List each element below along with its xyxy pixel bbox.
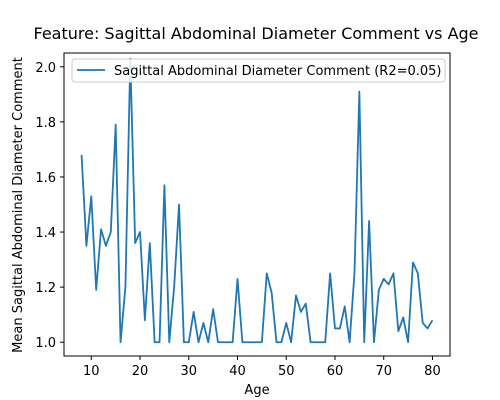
x-tick-label: 20 — [132, 364, 149, 379]
x-tick-label: 70 — [375, 364, 392, 379]
y-axis-label: Mean Sagittal Abdominal Diameter Comment — [11, 57, 26, 353]
x-tick-label: 50 — [278, 364, 295, 379]
y-axis: 1.0 1.2 1.4 1.6 1.8 2.0 — [35, 61, 64, 351]
chart-title: Feature: Sagittal Abdominal Diameter Com… — [33, 24, 478, 43]
plot-area — [63, 52, 451, 357]
y-tick-label: 1.6 — [35, 171, 56, 186]
x-axis-label: Age — [244, 383, 269, 398]
y-tick-label: 2.0 — [35, 61, 56, 76]
series-line-0 — [80, 57, 434, 344]
legend-box — [71, 58, 446, 83]
legend: Sagittal Abdominal Diameter Comment (R2=… — [71, 58, 446, 83]
x-tick-label: 80 — [424, 364, 441, 379]
x-tick-label: 30 — [180, 364, 197, 379]
legend-label: Sagittal Abdominal Diameter Comment (R2=… — [114, 64, 442, 79]
y-tick-label: 1.2 — [35, 281, 56, 296]
x-tick-label: 10 — [83, 364, 100, 379]
x-axis: 10 20 30 40 50 60 70 80 — [83, 356, 441, 379]
y-tick-label: 1.0 — [35, 336, 56, 351]
y-tick-label: 1.4 — [35, 226, 56, 241]
x-tick-label: 40 — [229, 364, 246, 379]
y-tick-label: 1.8 — [35, 116, 56, 131]
series-layer — [80, 57, 434, 344]
x-tick-label: 60 — [327, 364, 344, 379]
